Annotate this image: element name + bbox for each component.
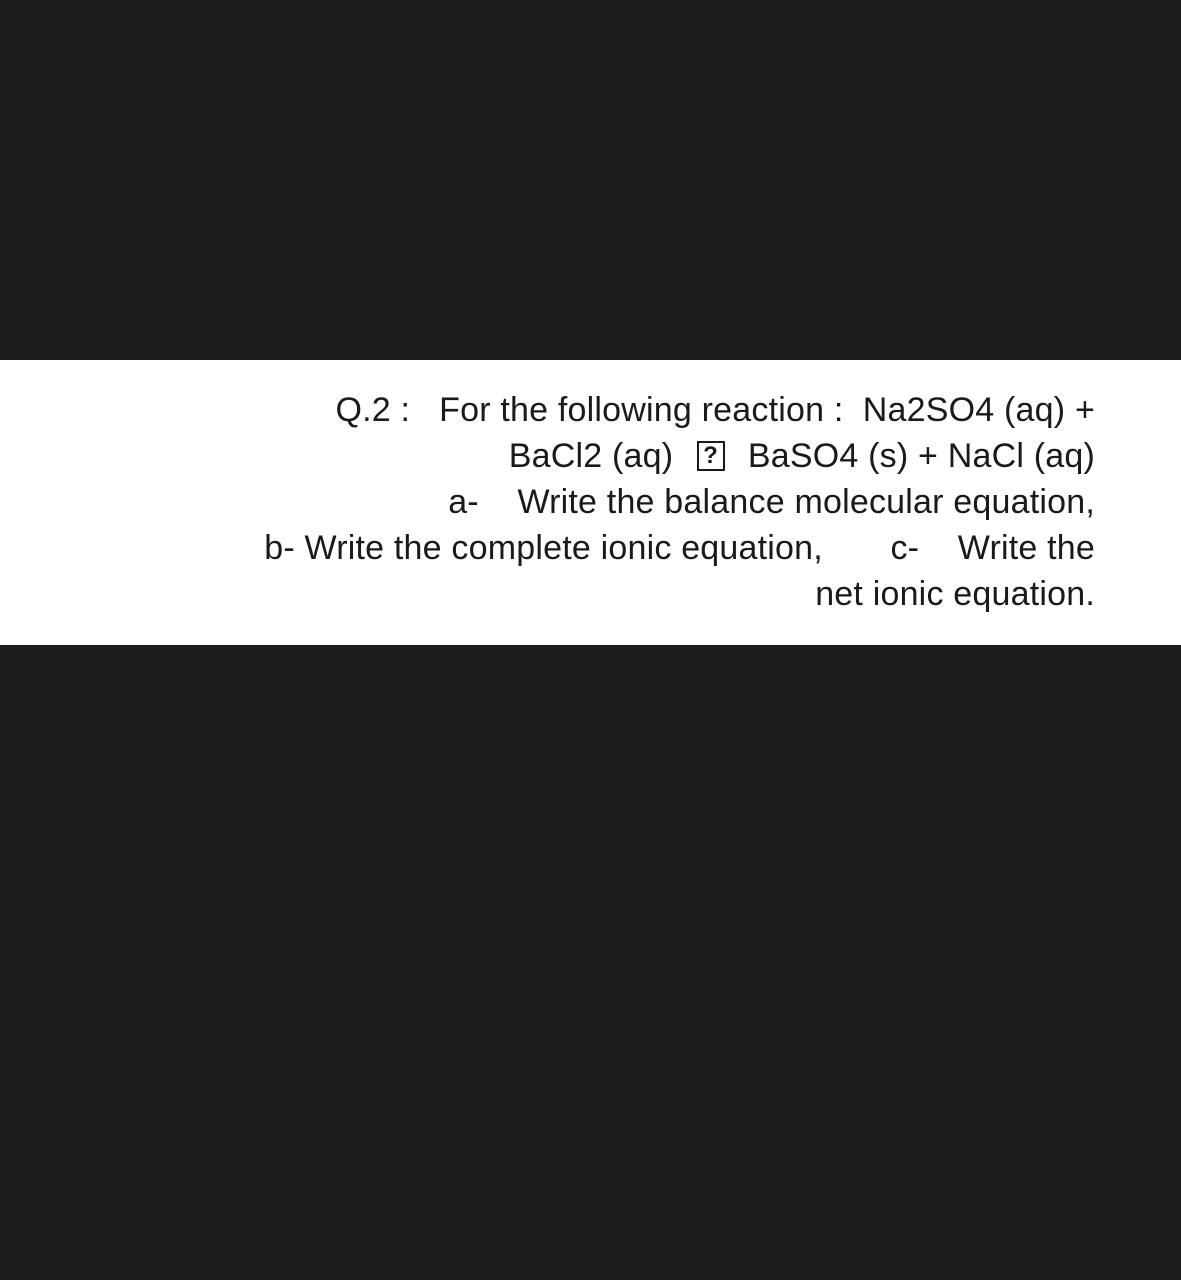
part-c-label: c- [890,529,919,567]
part-c-text-1: Write the [958,529,1095,567]
part-a-label: a- [448,483,479,521]
reaction-mid-right: BaSO4 (s) + NaCl (aq) [748,437,1095,475]
part-a-text: Write the balance molecular equation, [517,483,1095,521]
part-b-label: b- [264,529,295,567]
reaction-left: Na2SO4 (aq) + [863,391,1095,429]
reaction-mid-left: BaCl2 (aq) [509,437,674,475]
arrow-glyph-box: ? [697,441,725,471]
question-intro: For the following reaction : [439,391,843,429]
question-band: Q.2 : For the following reaction : Na2SO… [0,360,1181,645]
question-text-block: Q.2 : For the following reaction : Na2SO… [72,388,1095,617]
part-c-text-2: net ionic equation. [815,575,1095,613]
question-label: Q.2 : [335,391,410,429]
part-b-text: Write the complete ionic equation, [305,529,823,567]
